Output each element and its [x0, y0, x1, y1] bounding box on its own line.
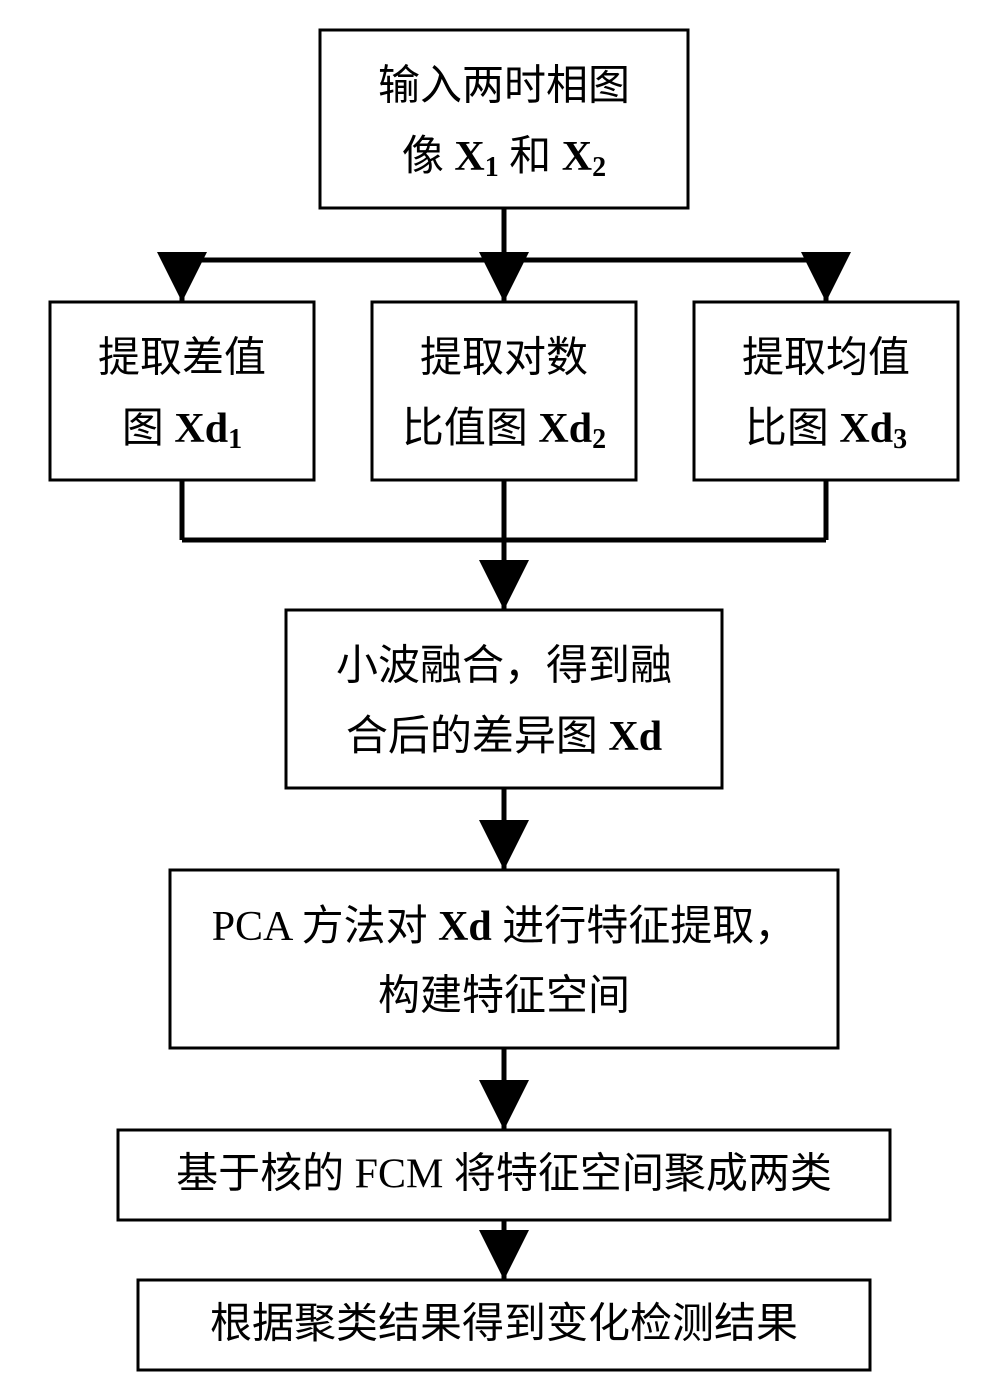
kfcm-line: 基于核的 FCM 将特征空间聚成两类 [176, 1151, 832, 1198]
diff-line2: 图 Xd1 [122, 406, 242, 456]
box-diff [50, 302, 314, 480]
box-meanratio [694, 302, 958, 480]
diff-line1: 提取差值 [98, 336, 266, 382]
input-line2: 像 X1 和 X2 [402, 134, 606, 184]
input-line1: 输入两时相图 [378, 64, 630, 110]
pca-line1: PCA 方法对 Xd 进行特征提取， [212, 904, 797, 950]
box-wavelet [286, 610, 722, 788]
box-input [320, 30, 688, 208]
pca-line2: 构建特征空间 [378, 973, 630, 1020]
log-line1: 提取对数 [420, 336, 588, 382]
log-line2: 比值图 Xd2 [402, 406, 606, 456]
mean-line1: 提取均值 [742, 336, 910, 382]
result-line: 根据聚类结果得到变化检测结果 [210, 1301, 798, 1348]
mean-line2: 比图 Xd3 [745, 406, 907, 456]
box-pca [170, 870, 838, 1048]
wave-line1: 小波融合，得到融 [336, 644, 672, 690]
flowchart-svg: 输入两时相图 像 X1 和 X2 提取差值 图 Xd1 提取对数 比值图 Xd2… [0, 0, 1008, 1384]
wave-line2: 合后的差异图 Xd [346, 714, 662, 760]
